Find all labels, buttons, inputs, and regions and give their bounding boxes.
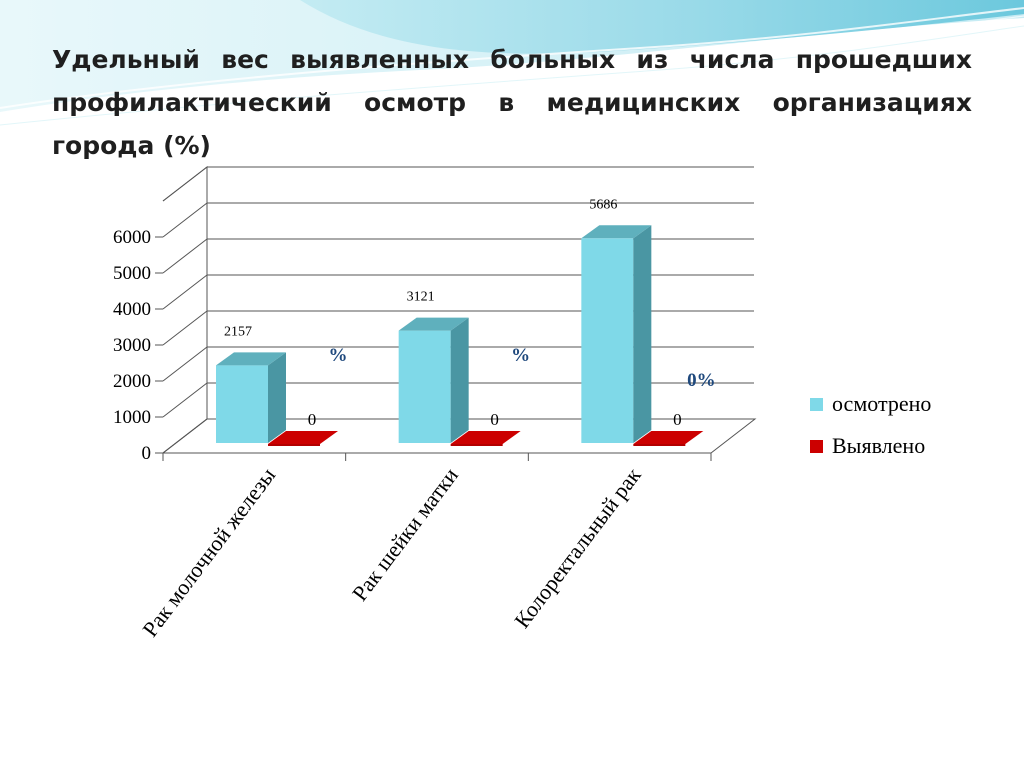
bar-vyyavleno-front — [450, 444, 503, 446]
grid-line-diagonal — [162, 310, 208, 346]
y-tick-label: 3000 — [113, 335, 151, 356]
percent-label: 0% — [687, 370, 716, 391]
y-tick-label: 1000 — [113, 407, 151, 428]
slide-title: Удельный вес выявленных больных из числа… — [52, 45, 972, 160]
grid-line-diagonal — [162, 382, 208, 418]
bar-vyyavleno-front — [268, 444, 320, 446]
y-tick-label: 4000 — [113, 299, 151, 320]
legend-label-vyyavleno: Выявлено — [832, 433, 925, 458]
bar-osmotreno-top — [216, 352, 286, 366]
data-label-osmotreno: 3121 — [407, 290, 435, 305]
y-tick-label: 2000 — [113, 371, 151, 392]
bar-osmotreno — [216, 365, 268, 443]
bar-osmotreno-side — [450, 317, 469, 443]
percent-label: % — [511, 345, 530, 366]
category-label: Рак молочной железы — [137, 463, 280, 642]
bar-vyyavleno — [633, 431, 704, 444]
chart-axes: 0 1000 2000 3000 4000 5000 6000 — [113, 227, 757, 464]
data-label-osmotreno: 2157 — [224, 324, 252, 339]
bar-vyyavleno-front — [633, 444, 686, 446]
y-tick-label: 5000 — [113, 263, 151, 284]
grid-line-diagonal — [162, 202, 208, 238]
grid-line-diagonal — [162, 274, 208, 310]
bar-osmotreno — [398, 330, 451, 443]
y-tick-label: 0 — [142, 443, 152, 464]
y-tick-label: 6000 — [113, 227, 151, 248]
legend-label-osmotreno: осмотрено — [832, 391, 931, 416]
bar-vyyavleno — [450, 431, 521, 444]
chart-gridlines — [162, 165, 754, 454]
bar-vyyavleno — [268, 431, 338, 444]
bar-osmotreno-side — [633, 225, 652, 443]
bar-osmotreno-top — [398, 317, 469, 331]
category-label: Рак шейки матки — [347, 463, 463, 606]
bar-osmotreno-top — [581, 225, 652, 239]
data-label-vyyavleno: 0 — [490, 410, 499, 429]
data-label-vyyavleno: 0 — [308, 410, 317, 429]
background-waves — [0, 0, 1024, 126]
legend-swatch-vyyavleno — [810, 440, 823, 453]
chart-legend: осмотрено Выявлено — [810, 391, 931, 458]
bar-osmotreno-side — [268, 352, 286, 443]
legend-swatch-osmotreno — [810, 398, 823, 411]
data-label-vyyavleno: 0 — [673, 410, 682, 429]
chart-side-wall — [162, 165, 208, 454]
percent-label: % — [329, 345, 348, 366]
bar-osmotreno — [581, 238, 634, 443]
data-label-osmotreno: 5686 — [589, 197, 617, 212]
grid-line-diagonal — [162, 346, 208, 382]
grid-line-diagonal — [162, 166, 208, 202]
grid-line-diagonal — [162, 238, 208, 274]
chart-bars — [216, 225, 704, 446]
category-label: Колоректальный рак — [509, 463, 646, 633]
